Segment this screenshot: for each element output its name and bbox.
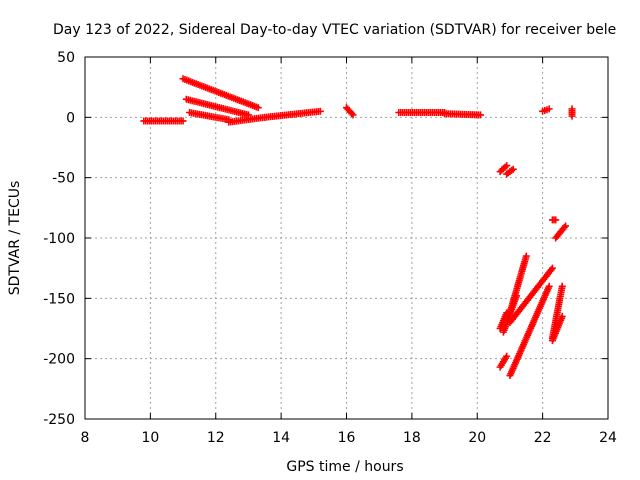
x-tick-label: 14 — [272, 430, 290, 446]
y-tick-label: -250 — [43, 412, 75, 428]
series-arc-8 — [506, 264, 556, 326]
series-arc-6 — [506, 252, 530, 317]
x-tick-label: 12 — [207, 430, 225, 446]
x-tick-label: 20 — [468, 430, 486, 446]
series-arc-4 — [552, 222, 570, 242]
data-point — [558, 282, 566, 290]
data-point — [349, 111, 357, 119]
data-point — [503, 309, 511, 317]
data-point — [509, 165, 517, 173]
series-rise-a — [179, 75, 262, 112]
series-band-18 — [395, 109, 449, 117]
series-pt-22b — [568, 105, 576, 120]
series-rise-c — [186, 109, 233, 124]
data-point — [348, 109, 356, 117]
series-arc-12 — [548, 312, 566, 345]
x-axis-ticks: 8 10 12 14 16 18 20 22 24 — [81, 57, 617, 446]
y-tick-label: -200 — [43, 352, 75, 368]
series-rise-b — [182, 95, 252, 119]
series-pt-22a — [539, 105, 553, 115]
data-point — [179, 117, 187, 125]
data-point — [545, 282, 553, 290]
data-point — [316, 107, 324, 115]
x-tick-label: 8 — [81, 430, 90, 446]
data-point — [562, 222, 570, 230]
x-axis-label: GPS time / hours — [286, 459, 403, 475]
y-tick-label: -50 — [52, 171, 75, 187]
data-point — [545, 105, 553, 113]
data-point — [560, 223, 568, 231]
series-arc-7 — [496, 309, 511, 332]
data-point — [552, 216, 560, 224]
data-point — [558, 312, 566, 320]
y-tick-label: 0 — [66, 110, 75, 126]
data-point — [254, 104, 262, 112]
data-point — [522, 252, 530, 260]
series-arc-10 — [506, 282, 553, 380]
data-point — [503, 162, 511, 170]
series-band-19 — [441, 110, 485, 119]
data-point — [548, 264, 556, 272]
y-tick-label: -150 — [43, 291, 75, 307]
x-tick-label: 18 — [403, 430, 421, 446]
series-arc-3 — [548, 216, 560, 224]
series-arc-9 — [496, 352, 511, 371]
x-tick-label: 10 — [141, 430, 159, 446]
y-axis-ticks: 50 0 -50 -100 -150 -200 -250 — [43, 50, 608, 428]
chart-title: Day 123 of 2022, Sidereal Day-to-day VTE… — [53, 22, 616, 38]
y-tick-label: -100 — [43, 231, 75, 247]
series-arc-1 — [496, 162, 511, 176]
data-point — [477, 111, 485, 119]
series-group — [140, 75, 576, 380]
x-tick-label: 22 — [534, 430, 552, 446]
x-tick-label: 16 — [338, 430, 356, 446]
x-tick-label: 24 — [599, 430, 617, 446]
data-point — [503, 352, 511, 360]
y-tick-label: 50 — [57, 50, 75, 66]
series-arc-2 — [503, 165, 517, 178]
y-axis-label: SDTVAR / TECUs — [7, 181, 23, 296]
data-point — [568, 112, 576, 120]
series-cluster-16 — [343, 104, 357, 119]
series-flat-start — [140, 117, 187, 125]
series-mid — [261, 107, 324, 121]
